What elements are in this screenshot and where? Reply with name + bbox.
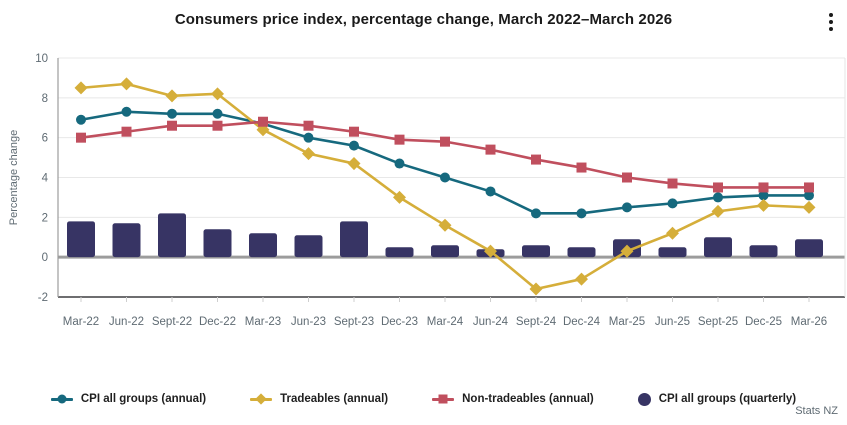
non-tradeables-square-marker-icon <box>432 394 455 404</box>
svg-text:0: 0 <box>42 252 48 264</box>
chart-legend: CPI all groups (annual) Tradeables (annu… <box>0 388 847 410</box>
kebab-dot <box>829 13 833 17</box>
svg-text:6: 6 <box>42 133 48 145</box>
legend-label: CPI all groups (annual) <box>80 393 207 405</box>
svg-text:Dec-23: Dec-23 <box>381 316 418 328</box>
tradeables-diamond-marker-icon <box>250 393 273 405</box>
svg-text:Mar-25: Mar-25 <box>609 316 645 328</box>
legend-label: CPI all groups (quarterly) <box>658 393 797 405</box>
chart-title: Consumers price index, percentage change… <box>174 11 673 28</box>
svg-text:Mar-26: Mar-26 <box>791 316 827 328</box>
svg-text:Jun-22: Jun-22 <box>109 316 144 328</box>
chart-area: -2 0 2 4 6 8 10 Mar-22 Jun-22 Sept-22 Dec-22 Mar-23… <box>0 42 847 382</box>
legend-item-tradeables[interactable]: Tradeables (annual) <box>250 393 388 405</box>
svg-text:Mar-22: Mar-22 <box>63 316 99 328</box>
svg-text:2: 2 <box>42 212 48 224</box>
legend-label: Tradeables (annual) <box>280 393 389 405</box>
svg-text:Jun-25: Jun-25 <box>655 316 690 328</box>
legend-item-cpi-quarterly[interactable]: CPI all groups (quarterly) <box>637 392 797 406</box>
cpi-quarterly-circle-marker-icon <box>637 392 651 406</box>
svg-text:-2: -2 <box>38 292 48 304</box>
legend-item-cpi-annual[interactable]: CPI all groups (annual) <box>50 393 207 405</box>
svg-text:8: 8 <box>42 93 48 105</box>
kebab-menu-icon[interactable] <box>822 9 840 35</box>
cpi-chart: -2 0 2 4 6 8 10 Mar-22 Jun-22 Sept-22 Dec-22 Mar-23… <box>8 53 846 328</box>
svg-text:Sept-23: Sept-23 <box>334 316 374 328</box>
source-attribution: Stats NZ <box>795 405 838 417</box>
svg-text:Mar-24: Mar-24 <box>427 316 464 328</box>
svg-text:Dec-24: Dec-24 <box>563 316 601 328</box>
svg-text:Mar-23: Mar-23 <box>245 316 281 328</box>
legend-item-non-tradeables[interactable]: Non-tradeables (annual) <box>432 393 594 405</box>
chart-header: Consumers price index, percentage change… <box>0 0 847 42</box>
kebab-dot <box>829 27 833 31</box>
svg-text:Jun-23: Jun-23 <box>291 316 326 328</box>
svg-text:4: 4 <box>42 173 49 185</box>
svg-text:Sept-25: Sept-25 <box>698 316 738 328</box>
svg-text:Percentage change: Percentage change <box>8 130 20 225</box>
svg-text:10: 10 <box>35 53 48 65</box>
kebab-dot <box>829 20 833 24</box>
svg-text:Dec-22: Dec-22 <box>199 316 236 328</box>
svg-text:Sept-22: Sept-22 <box>152 316 192 328</box>
cpi-annual-line-marker-icon <box>50 394 73 404</box>
svg-text:Dec-25: Dec-25 <box>745 316 782 328</box>
svg-text:Jun-24: Jun-24 <box>473 316 509 328</box>
legend-label: Non-tradeables (annual) <box>462 393 594 405</box>
svg-text:Sept-24: Sept-24 <box>516 316 557 328</box>
